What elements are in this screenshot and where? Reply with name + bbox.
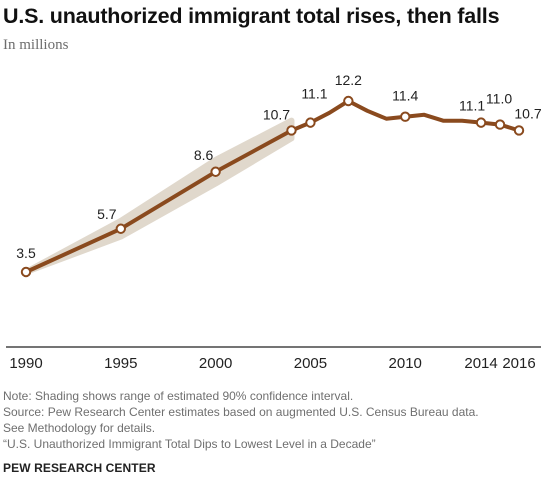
data-label-2000: 8.6 (194, 147, 214, 163)
chart-notes: Note: Shading shows range of estimated 9… (3, 388, 479, 452)
data-point-2015 (494, 119, 506, 130)
methodology-text: See Methodology for details. (3, 421, 156, 435)
data-label-1995: 5.7 (97, 206, 117, 222)
note-text: Note: Shading shows range of estimated 9… (3, 389, 354, 403)
x-tick-label-2014: 2014 (464, 355, 497, 372)
data-point-2000 (210, 166, 221, 177)
chart-title: U.S. unauthorized immigrant total rises,… (3, 4, 500, 28)
report-title-text: “U.S. Unauthorized Immigrant Total Dips … (3, 437, 376, 451)
data-point-2016 (513, 125, 525, 136)
x-tick-label-2016: 2016 (502, 355, 535, 372)
data-point-1995 (115, 223, 127, 234)
data-label-1990: 3.5 (16, 245, 36, 261)
data-label-2014: 11.1 (459, 98, 485, 114)
data-point-2014 (475, 117, 487, 128)
line-chart: 1990 1995 2000 2005 2010 2014 2016 3.5 5.7 8.6 10.… (6, 72, 542, 372)
data-label-2007: 12.2 (335, 72, 362, 88)
data-point-2004 (286, 125, 297, 136)
source-text: Source: Pew Research Center estimates ba… (3, 405, 479, 419)
x-tick-label-1995: 1995 (104, 355, 137, 372)
data-label-2016: 10.7 (514, 105, 541, 121)
data-point-2007 (343, 95, 354, 107)
data-label-2005: 11.1 (301, 86, 327, 102)
data-point-2010 (400, 111, 411, 122)
x-tick-label-2000: 2000 (199, 355, 232, 372)
confidence-band (23, 117, 295, 275)
x-tick-label-2010: 2010 (389, 355, 422, 372)
data-label-2015: 11.0 (486, 91, 512, 107)
x-tick-label-1990: 1990 (9, 355, 42, 372)
series-line (24, 99, 521, 274)
data-point-1990 (20, 266, 32, 278)
data-point-2005 (305, 117, 316, 128)
data-label-2004: 10.7 (263, 106, 290, 122)
x-tick-label-2005: 2005 (294, 355, 327, 372)
brand-logo-text: PEW RESEARCH CENTER (3, 461, 156, 475)
data-label-2010: 11.4 (392, 88, 418, 104)
chart-subtitle: In millions (3, 37, 69, 53)
